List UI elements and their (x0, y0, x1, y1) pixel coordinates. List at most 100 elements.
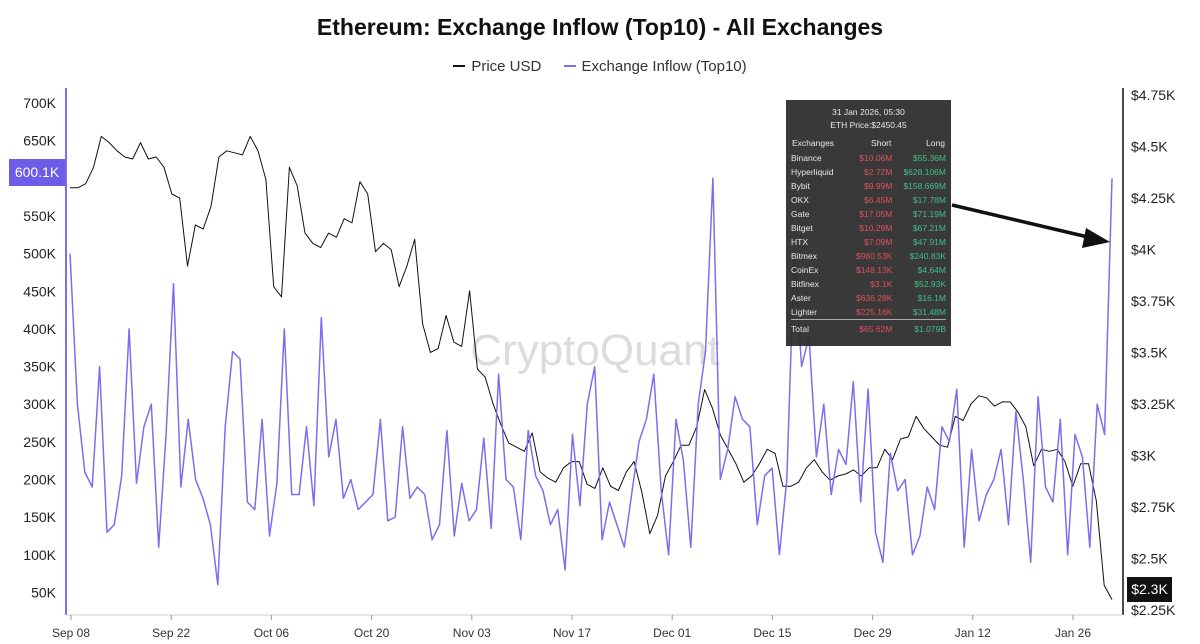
tooltip-row: Aster $636.28K $16.1M (791, 291, 946, 305)
tooltip-short: $636.28K (855, 293, 893, 303)
tooltip-row: Bitmex $980.53K $240.83K (791, 249, 946, 263)
tooltip-exchange: Bybit (791, 181, 810, 191)
left-tick-label: 700K (23, 95, 56, 111)
tooltip-table: Exchanges Short Long Binance $10.06M $55.3… (791, 135, 946, 338)
right-tick-label: $2.5K (1131, 550, 1168, 566)
tooltip-exchange: Binance (791, 153, 822, 163)
x-axis: Sep 08 Sep 22 Oct 06 Oct 20 Nov 03 Nov 17 Dec … (52, 614, 1123, 640)
x-tick-label: Sep 22 (152, 626, 190, 640)
x-tick-label: Jan 26 (1055, 626, 1091, 640)
left-tick-label: 250K (23, 434, 56, 450)
right-tick-label: $3K (1131, 447, 1157, 463)
tooltip-exchange: Bitfinex (791, 279, 819, 289)
x-tick-label: Nov 17 (553, 626, 591, 640)
tooltip-long: $17.78M (912, 195, 946, 205)
inflow-series-line (69, 177, 1113, 586)
tooltip-total-label: Total (791, 319, 847, 338)
right-tick-label: $2.75K (1131, 499, 1176, 515)
tooltip-header-row: Exchanges Short Long (791, 135, 946, 151)
left-tick-label: 500K (23, 246, 56, 262)
tooltip-row: Hyperliquid $2.72M $628.106M (791, 165, 946, 179)
right-tick-label: $3.5K (1131, 345, 1168, 361)
tooltip-exchange: HTX (791, 237, 808, 247)
tooltip-short: $7.09M (864, 237, 893, 247)
tooltip-short: $980.53K (855, 251, 893, 261)
x-tick-label: Nov 03 (453, 626, 491, 640)
tooltip-long: $628.106M (903, 167, 946, 177)
tooltip-exchange: Gate (791, 209, 810, 219)
tooltip-short: $10.29M (859, 223, 893, 233)
tooltip-long: $52.93K (914, 279, 946, 289)
tooltip-exchange: OKX (791, 195, 809, 205)
tooltip-row: Bitfinex $3.1K $52.93K (791, 277, 946, 291)
x-tick-label: Oct 20 (354, 626, 390, 640)
x-tick-label: Jan 12 (955, 626, 991, 640)
legend-swatch-inflow (563, 65, 576, 67)
tooltip-row: Lighter $225.16K $31.48M (791, 305, 946, 320)
x-tick-label: Oct 06 (254, 626, 290, 640)
tooltip-long: $240.83K (909, 251, 946, 261)
liquidation-tooltip: 31 Jan 2026, 05:30 ETH Price:$2450.45 Ex… (786, 100, 951, 346)
tooltip-exchange: Lighter (791, 307, 817, 317)
left-tick-label: 100K (23, 547, 56, 563)
right-tick-label: $4.25K (1131, 190, 1176, 206)
legend-label-price: Price USD (471, 57, 542, 75)
right-axis: $4.75K $4.5K $4.25K $4K $3.75K $3.5K $3.25K $3K… (1122, 87, 1176, 618)
tooltip-total-row: Total $65.62M $1.079B (791, 319, 946, 338)
left-tick-label: 450K (23, 283, 56, 299)
legend-label-inflow: Exchange Inflow (Top10) (581, 57, 747, 75)
right-tick-label: $2.25K (1131, 602, 1176, 618)
tooltip-long: $67.21M (912, 223, 946, 233)
chart-legend: Price USD Exchange Inflow (Top10) (0, 54, 1200, 75)
chart-title: Ethereum: Exchange Inflow (Top10) - All … (316, 14, 884, 40)
series-layer (69, 135, 1113, 600)
tooltip-short: $3.1K (870, 279, 893, 289)
left-tick-label: 50K (31, 584, 57, 600)
x-tick-label: Dec 01 (653, 626, 691, 640)
tooltip-header-short: Short (871, 138, 892, 148)
right-tick-label: $3.25K (1131, 396, 1176, 412)
tooltip-exchange: Hyperliquid (791, 167, 834, 177)
tooltip-exchange: CoinEx (791, 265, 819, 275)
tooltip-long: $4.64M (917, 265, 946, 275)
tooltip-long: $158.669M (903, 181, 946, 191)
x-tick-label: Sep 08 (52, 626, 90, 640)
tooltip-exchange: Aster (791, 293, 811, 303)
tooltip-row: Binance $10.06M $55.36M (791, 151, 946, 165)
tooltip-row: CoinEx $148.13K $4.64M (791, 263, 946, 277)
left-axis-value-badge: 600.1K (9, 159, 65, 186)
tooltip-exchange: Bitget (791, 223, 813, 233)
tooltip-total-short: $65.62M (846, 319, 893, 338)
tooltip-short: $148.13K (855, 265, 893, 275)
price-series-line (70, 135, 1113, 600)
tooltip-row: Bybit $9.99M $158.669M (791, 179, 946, 193)
tooltip-header-exchanges: Exchanges (792, 138, 835, 148)
tooltip-total-long: $1.079B (892, 319, 946, 338)
x-tick-label: Dec 29 (854, 626, 892, 640)
left-axis: 700K650K600K550K500K450K400K350K300K250K… (23, 88, 67, 615)
legend-swatch-price (453, 65, 466, 67)
left-tick-label: 650K (23, 133, 56, 149)
tooltip-short: $10.06M (859, 153, 893, 163)
tooltip-exchange: Bitmex (791, 251, 817, 261)
left-tick-label: 400K (23, 321, 56, 337)
tooltip-long: $16.1M (917, 293, 946, 303)
left-tick-label: 350K (23, 359, 56, 375)
tooltip-short: $2.72M (864, 167, 893, 177)
tooltip-row: Bitget $10.29M $67.21M (791, 221, 946, 235)
right-tick-label: $4K (1131, 242, 1157, 258)
tooltip-long: $47.91M (912, 237, 946, 247)
tooltip-header-long: Long (926, 138, 945, 148)
left-tick-label: 550K (23, 208, 56, 224)
annotation-arrow (951, 203, 1110, 248)
legend-item-price[interactable]: Price USD (453, 58, 541, 75)
right-tick-label: $4.5K (1131, 139, 1168, 155)
right-axis-value-badge: $2.3K (1127, 577, 1172, 602)
legend-item-inflow[interactable]: Exchange Inflow (Top10) (563, 57, 747, 75)
tooltip-short: $225.16K (855, 307, 893, 317)
tooltip-long: $55.36M (912, 153, 946, 163)
tooltip-short: $17.05M (859, 209, 893, 219)
x-tick-label: Dec 15 (753, 626, 791, 640)
left-tick-label: 150K (23, 509, 56, 525)
